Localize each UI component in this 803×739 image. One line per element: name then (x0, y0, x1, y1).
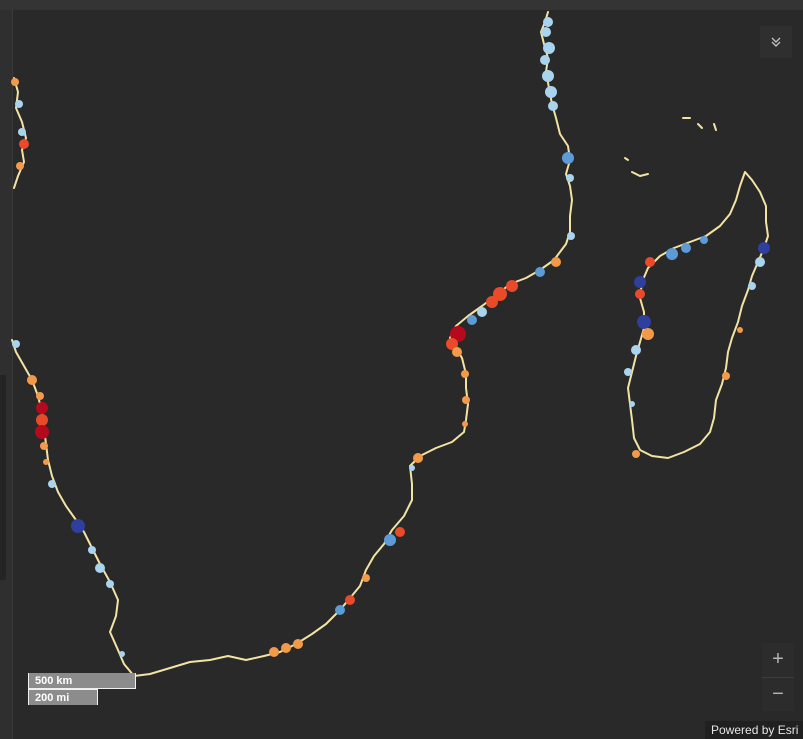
chevron-double-down-icon (771, 37, 781, 47)
collapse-panel-button[interactable] (760, 26, 792, 58)
coastline-northwest (13, 77, 27, 189)
side-panel-edge (0, 10, 13, 739)
scale-bar-metric: 500 km (28, 673, 136, 689)
coastline-mainland (11, 11, 573, 677)
scale-bar-imperial: 200 mi (28, 689, 98, 705)
coastline-madagascar (627, 171, 769, 459)
zoom-in-button[interactable]: + (772, 648, 784, 671)
coastal-vulnerability-points (11, 17, 770, 657)
map-attribution[interactable]: Powered by Esri (705, 721, 803, 739)
scale-bar: 500 km 200 mi (28, 673, 136, 705)
map-header-strip (0, 0, 803, 10)
zoom-out-button[interactable]: − (762, 676, 794, 712)
side-panel-handle[interactable] (0, 375, 6, 580)
zoom-control: + − (762, 643, 794, 711)
